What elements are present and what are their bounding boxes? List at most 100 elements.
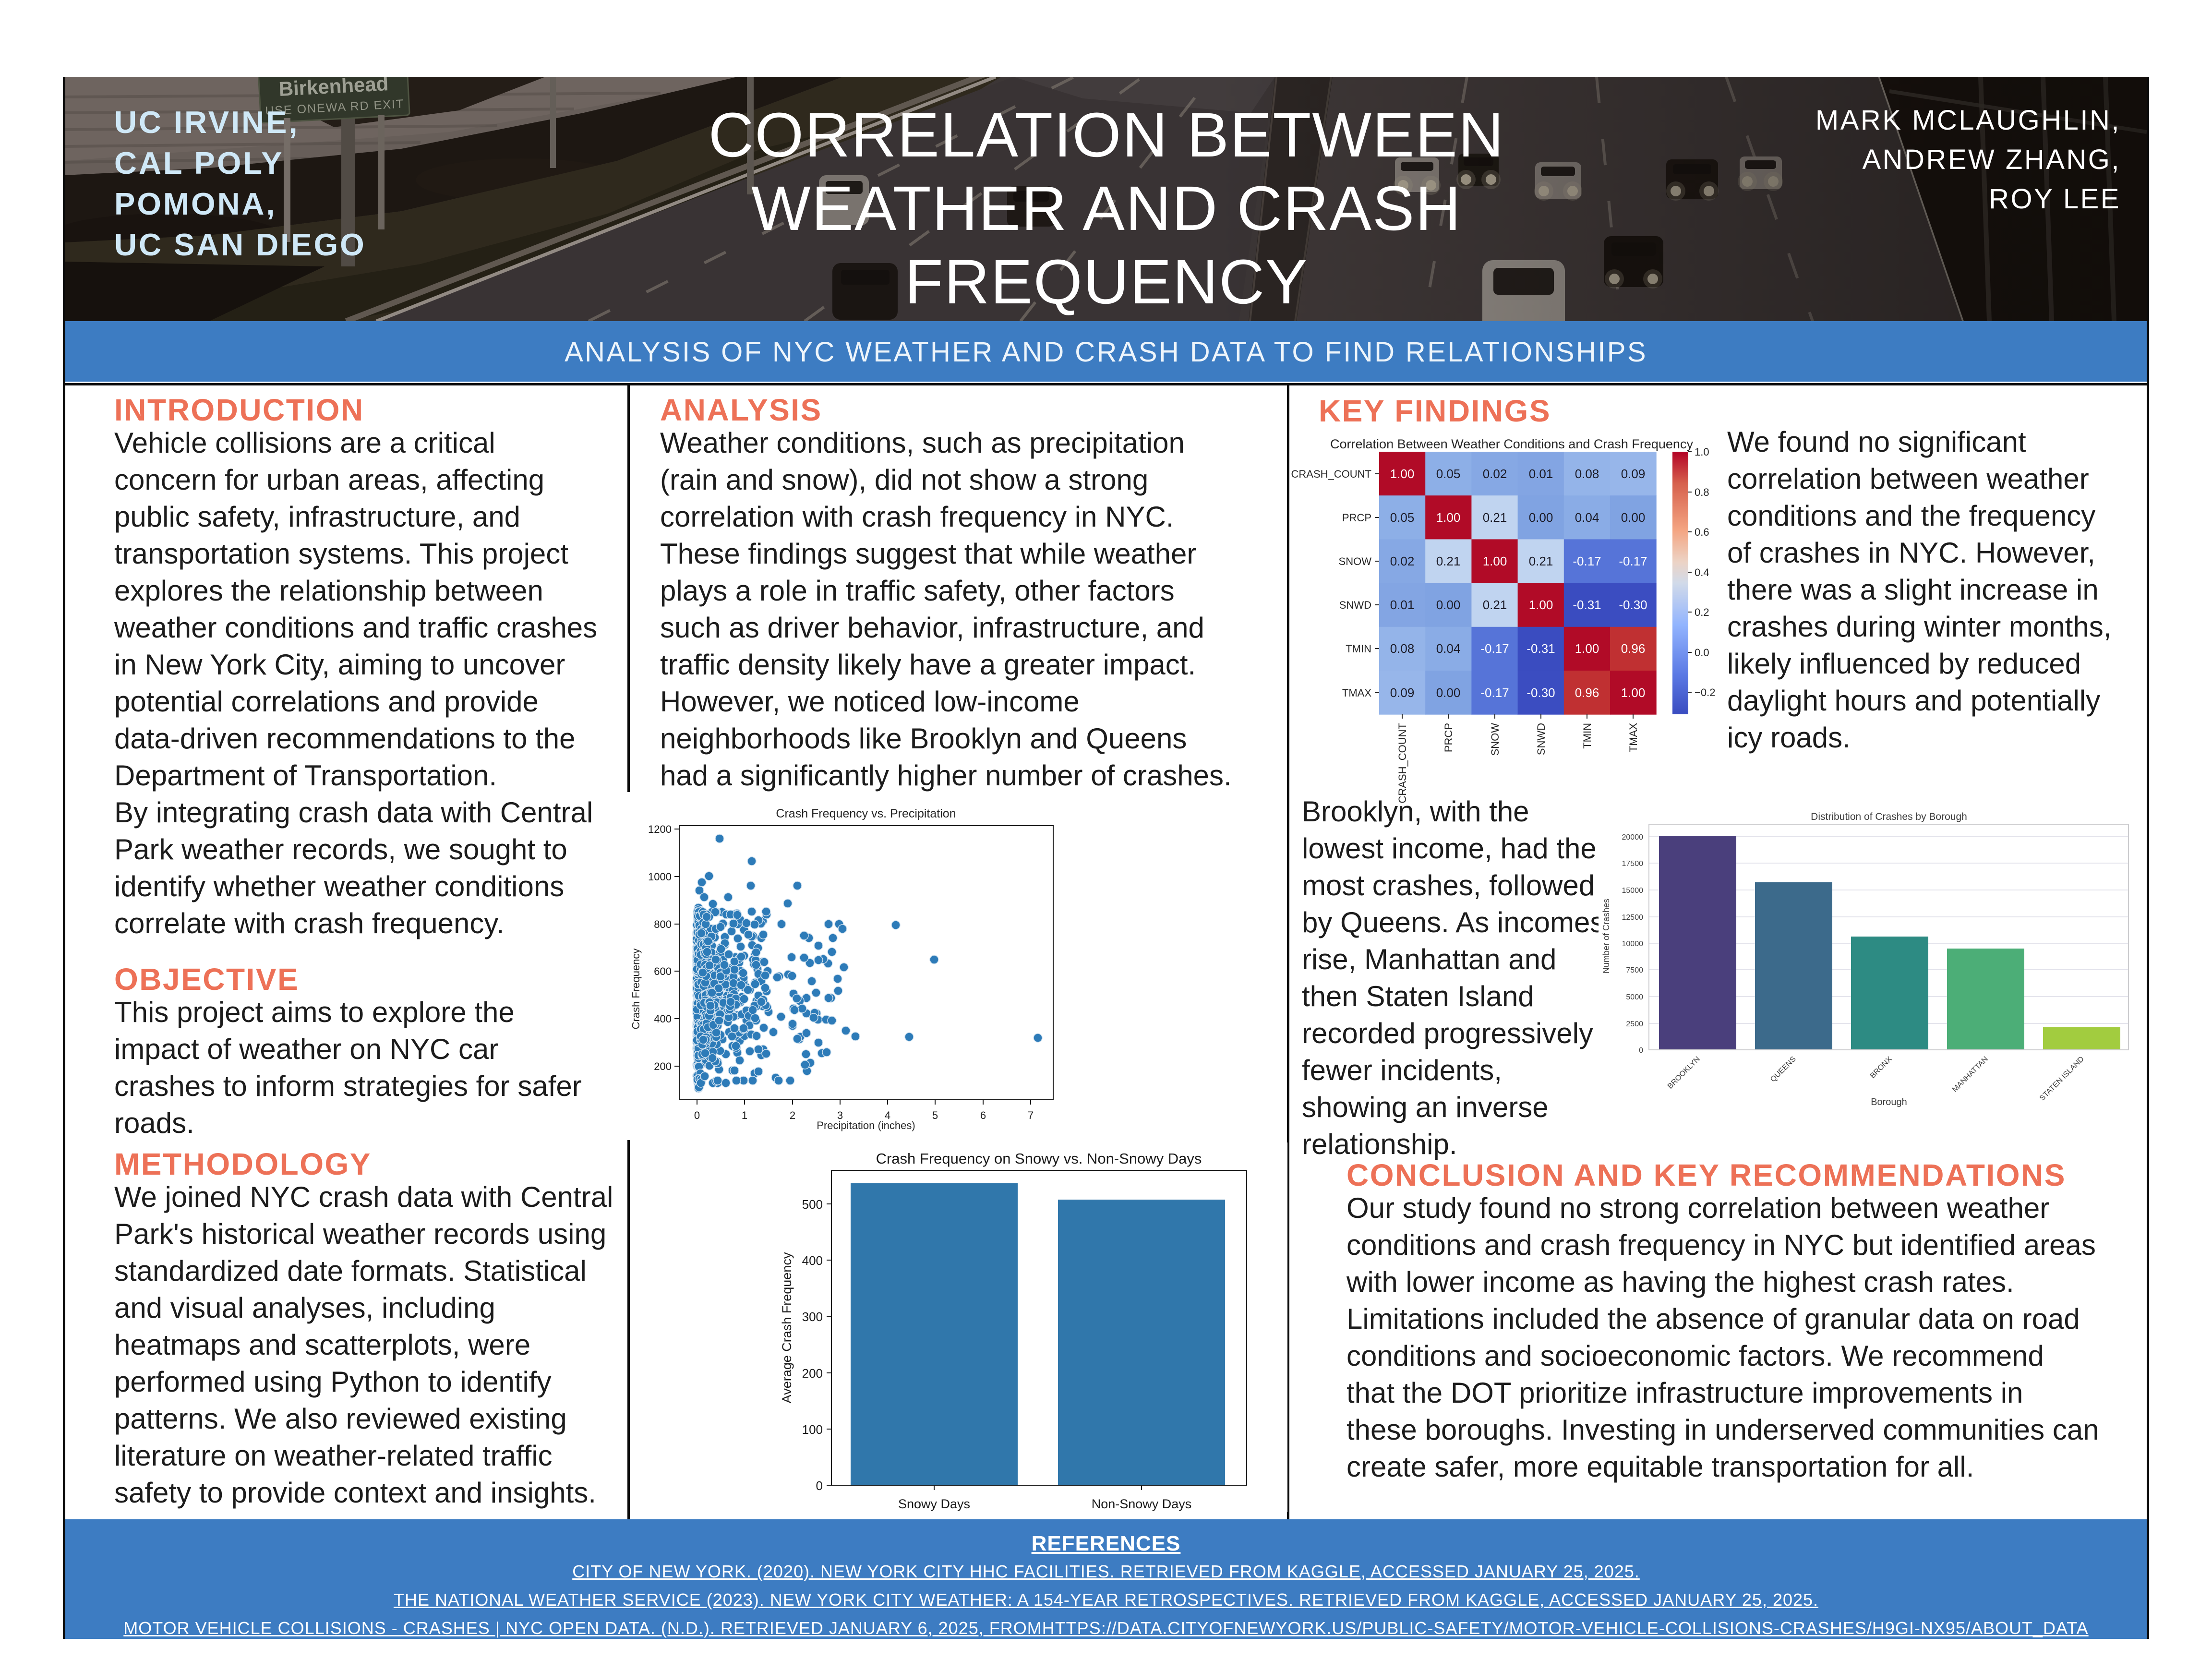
svg-text:0.05: 0.05 (1390, 510, 1415, 525)
svg-text:0: 0 (694, 1109, 700, 1121)
svg-text:0.08: 0.08 (1575, 467, 1599, 481)
svg-text:Crash Frequency: Crash Frequency (630, 949, 642, 1030)
svg-text:400: 400 (654, 1013, 672, 1025)
svg-text:0.05: 0.05 (1436, 467, 1461, 481)
svg-text:TMIN: TMIN (1581, 723, 1593, 749)
svg-text:12500: 12500 (1622, 914, 1644, 922)
svg-text:Correlation Between Weather Co: Correlation Between Weather Conditions a… (1330, 437, 1693, 451)
svg-text:2: 2 (790, 1109, 795, 1121)
svg-text:TMIN: TMIN (1346, 643, 1371, 655)
svg-text:Non-Snowy Days: Non-Snowy Days (1092, 1497, 1192, 1511)
svg-text:0.21: 0.21 (1436, 554, 1461, 568)
svg-text:-0.17: -0.17 (1619, 554, 1647, 568)
svg-text:-0.17: -0.17 (1480, 641, 1509, 656)
svg-text:CRASH_COUNT: CRASH_COUNT (1396, 723, 1408, 803)
svg-text:BRONX: BRONX (1869, 1055, 1894, 1080)
svg-text:-0.30: -0.30 (1619, 598, 1647, 612)
svg-text:15000: 15000 (1622, 887, 1644, 895)
svg-text:0.6: 0.6 (1695, 526, 1709, 538)
svg-text:5: 5 (932, 1109, 938, 1121)
svg-text:0.21: 0.21 (1483, 598, 1507, 612)
svg-text:1.00: 1.00 (1390, 467, 1415, 481)
svg-text:7: 7 (1028, 1109, 1034, 1121)
svg-text:1.0: 1.0 (1695, 446, 1709, 458)
svg-text:4: 4 (885, 1109, 890, 1121)
svg-text:BROOKLYN: BROOKLYN (1666, 1055, 1702, 1091)
svg-text:1: 1 (742, 1109, 747, 1121)
svg-text:CRASH_COUNT: CRASH_COUNT (1291, 468, 1371, 480)
svg-text:TMAX: TMAX (1627, 723, 1639, 752)
svg-text:0.00: 0.00 (1436, 598, 1461, 612)
svg-text:SNWD: SNWD (1339, 599, 1371, 611)
svg-text:0: 0 (1639, 1046, 1643, 1055)
svg-text:0.04: 0.04 (1436, 641, 1461, 656)
svg-text:400: 400 (802, 1253, 823, 1268)
svg-text:SNOW: SNOW (1489, 723, 1501, 756)
svg-text:PRCP: PRCP (1342, 512, 1371, 524)
svg-text:0.00: 0.00 (1436, 685, 1461, 700)
svg-text:-0.17: -0.17 (1480, 685, 1509, 700)
svg-text:-0.31: -0.31 (1527, 641, 1555, 656)
svg-text:MANHATTAN: MANHATTAN (1951, 1055, 1990, 1094)
svg-text:0.21: 0.21 (1529, 554, 1553, 568)
svg-text:100: 100 (802, 1422, 823, 1437)
svg-text:0.4: 0.4 (1695, 566, 1709, 578)
svg-text:TMAX: TMAX (1342, 687, 1371, 699)
svg-text:10000: 10000 (1622, 940, 1644, 948)
svg-text:800: 800 (654, 918, 672, 930)
svg-text:0.00: 0.00 (1621, 510, 1646, 525)
svg-text:0.8: 0.8 (1695, 486, 1709, 498)
svg-text:1000: 1000 (648, 871, 672, 883)
svg-text:0.02: 0.02 (1390, 554, 1415, 568)
svg-text:0.04: 0.04 (1575, 510, 1599, 525)
svg-text:-0.30: -0.30 (1527, 685, 1555, 700)
svg-text:6: 6 (980, 1109, 986, 1121)
svg-text:0.2: 0.2 (1695, 606, 1709, 618)
svg-text:QUEENS: QUEENS (1769, 1055, 1798, 1084)
svg-text:1.00: 1.00 (1483, 554, 1507, 568)
svg-text:Precipitation (inches): Precipitation (inches) (817, 1119, 915, 1131)
svg-text:0.0: 0.0 (1695, 647, 1709, 659)
svg-text:1.00: 1.00 (1436, 510, 1461, 525)
svg-text:0.08: 0.08 (1390, 641, 1415, 656)
svg-text:1200: 1200 (648, 823, 672, 835)
svg-text:200: 200 (654, 1060, 672, 1072)
svg-text:0.21: 0.21 (1483, 510, 1507, 525)
svg-text:0.00: 0.00 (1529, 510, 1553, 525)
svg-text:200: 200 (802, 1366, 823, 1381)
svg-text:SNWD: SNWD (1535, 723, 1547, 755)
svg-text:Crash Frequency on Snowy vs. N: Crash Frequency on Snowy vs. Non-Snowy D… (876, 1150, 1202, 1167)
svg-text:0.09: 0.09 (1390, 685, 1415, 700)
svg-text:300: 300 (802, 1310, 823, 1324)
svg-text:2500: 2500 (1626, 1020, 1643, 1028)
svg-text:0.96: 0.96 (1621, 641, 1646, 656)
svg-text:0.09: 0.09 (1621, 467, 1646, 481)
svg-text:5000: 5000 (1626, 993, 1643, 1001)
svg-text:1.00: 1.00 (1621, 685, 1646, 700)
svg-text:0: 0 (816, 1479, 823, 1493)
svg-text:STATEN ISLAND: STATEN ISLAND (2038, 1055, 2086, 1103)
svg-text:17500: 17500 (1622, 860, 1644, 868)
svg-text:7500: 7500 (1626, 966, 1643, 974)
svg-text:Number of Crashes: Number of Crashes (1601, 899, 1611, 974)
svg-text:Distribution of Crashes by Bor: Distribution of Crashes by Borough (1811, 811, 1967, 822)
svg-text:-0.17: -0.17 (1573, 554, 1601, 568)
svg-text:PRCP: PRCP (1443, 723, 1455, 752)
svg-text:Crash Frequency vs. Precipitat: Crash Frequency vs. Precipitation (776, 807, 956, 820)
svg-text:1.00: 1.00 (1529, 598, 1553, 612)
svg-text:0.02: 0.02 (1483, 467, 1507, 481)
svg-text:20000: 20000 (1622, 833, 1644, 842)
svg-text:Borough: Borough (1871, 1097, 1907, 1107)
svg-text:0.01: 0.01 (1529, 467, 1553, 481)
svg-text:Average Crash Frequency: Average Crash Frequency (780, 1252, 794, 1403)
svg-text:-0.31: -0.31 (1573, 598, 1601, 612)
svg-text:Snowy Days: Snowy Days (898, 1497, 970, 1511)
svg-text:0.96: 0.96 (1575, 685, 1599, 700)
svg-text:0.01: 0.01 (1390, 598, 1415, 612)
svg-text:−0.2: −0.2 (1695, 686, 1715, 698)
svg-text:3: 3 (837, 1109, 843, 1121)
svg-text:1.00: 1.00 (1575, 641, 1599, 656)
svg-text:SNOW: SNOW (1339, 555, 1372, 567)
svg-text:600: 600 (654, 965, 672, 977)
svg-text:500: 500 (802, 1197, 823, 1212)
